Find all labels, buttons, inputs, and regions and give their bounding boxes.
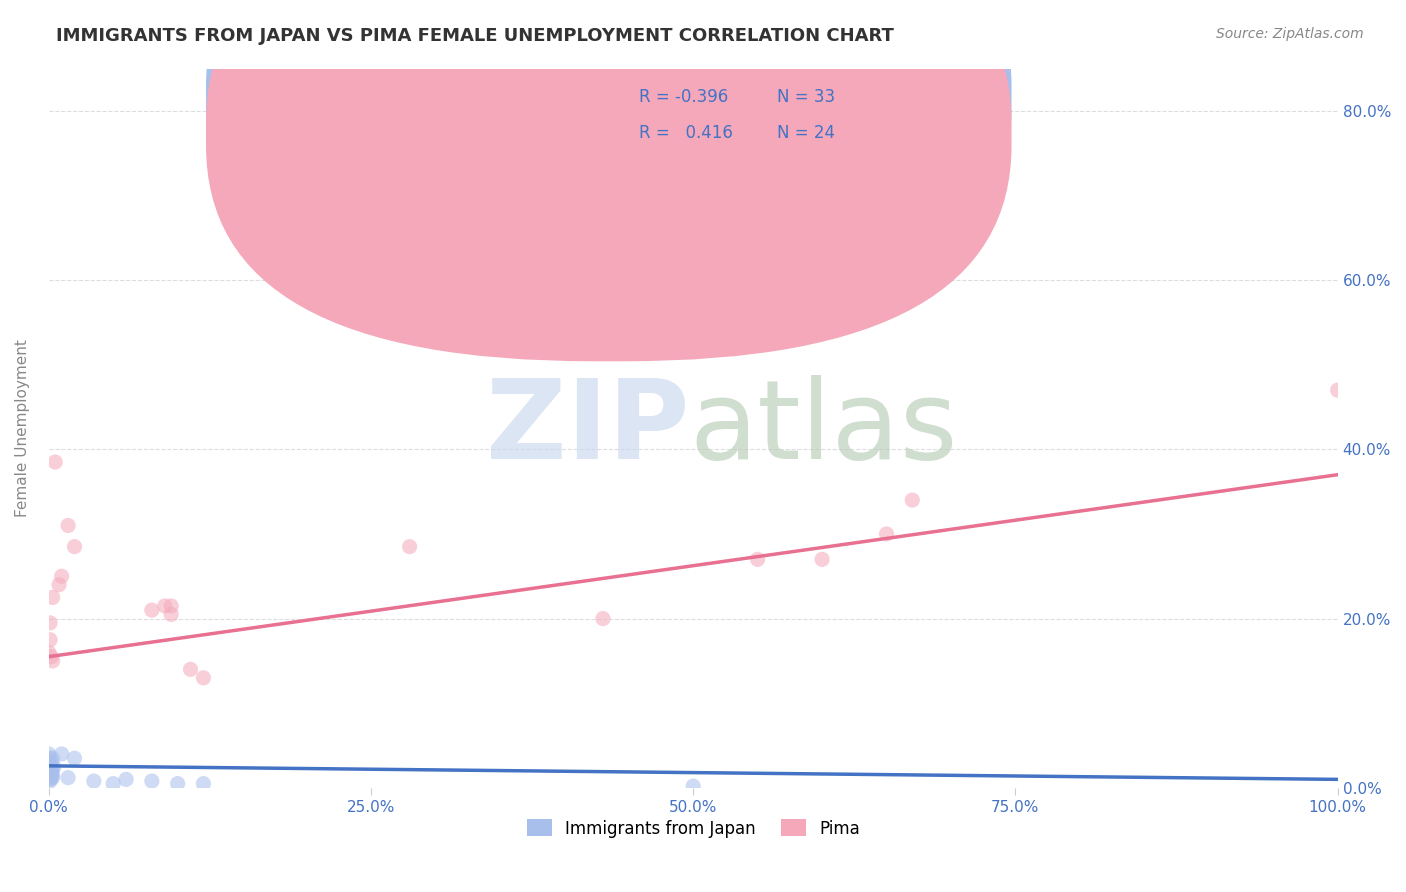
Point <box>56 771 79 785</box>
Point <box>83 774 105 789</box>
Point <box>63 540 86 554</box>
Point <box>115 772 138 787</box>
Point <box>193 776 215 790</box>
Point <box>39 756 62 770</box>
Point <box>153 599 176 613</box>
Point <box>398 540 420 554</box>
Text: N = 24: N = 24 <box>778 124 835 142</box>
Point <box>42 760 65 774</box>
Point <box>166 776 188 790</box>
Point <box>39 762 62 776</box>
Point <box>41 649 63 664</box>
Point <box>876 527 898 541</box>
Point <box>41 771 63 785</box>
Text: R =   0.416: R = 0.416 <box>640 124 733 142</box>
Point <box>63 751 86 765</box>
Point <box>39 772 62 787</box>
Point <box>160 599 183 613</box>
Point <box>41 768 63 782</box>
Point <box>39 751 62 765</box>
Point <box>51 747 73 761</box>
Point <box>180 662 202 676</box>
Point <box>41 765 63 780</box>
FancyBboxPatch shape <box>207 0 1011 326</box>
Text: IMMIGRANTS FROM JAPAN VS PIMA FEMALE UNEMPLOYMENT CORRELATION CHART: IMMIGRANTS FROM JAPAN VS PIMA FEMALE UNE… <box>56 27 894 45</box>
Point <box>141 774 163 789</box>
Point <box>56 518 79 533</box>
Text: N = 33: N = 33 <box>778 88 835 106</box>
Point <box>39 768 62 782</box>
Point <box>901 493 924 508</box>
Point <box>39 767 62 781</box>
Point <box>811 552 834 566</box>
Point <box>39 760 62 774</box>
Point <box>39 760 62 774</box>
Point <box>41 764 63 778</box>
Point <box>38 764 60 778</box>
Point <box>682 779 704 793</box>
Point <box>39 632 62 647</box>
Text: ZIP: ZIP <box>486 375 689 482</box>
Point <box>41 757 63 772</box>
Point <box>39 615 62 630</box>
Point <box>41 654 63 668</box>
Y-axis label: Female Unemployment: Female Unemployment <box>15 339 30 517</box>
Point <box>41 591 63 605</box>
Point <box>38 754 60 768</box>
Point <box>193 671 215 685</box>
FancyBboxPatch shape <box>207 0 1011 361</box>
Point <box>103 776 125 790</box>
Point <box>48 578 70 592</box>
Point <box>41 765 63 780</box>
Point <box>1326 383 1348 397</box>
Text: Source: ZipAtlas.com: Source: ZipAtlas.com <box>1216 27 1364 41</box>
Point <box>39 774 62 789</box>
Point <box>592 611 614 625</box>
Point <box>38 747 60 761</box>
Point <box>41 751 63 765</box>
Point <box>160 607 183 622</box>
Text: atlas: atlas <box>689 375 957 482</box>
FancyBboxPatch shape <box>564 66 873 166</box>
Text: R = -0.396: R = -0.396 <box>640 88 728 106</box>
Point <box>41 771 63 785</box>
Legend: Immigrants from Japan, Pima: Immigrants from Japan, Pima <box>520 813 866 844</box>
Point <box>41 762 63 776</box>
Point <box>141 603 163 617</box>
Point <box>44 455 66 469</box>
Point <box>51 569 73 583</box>
Point <box>38 645 60 659</box>
Point <box>39 765 62 780</box>
Point <box>747 552 769 566</box>
